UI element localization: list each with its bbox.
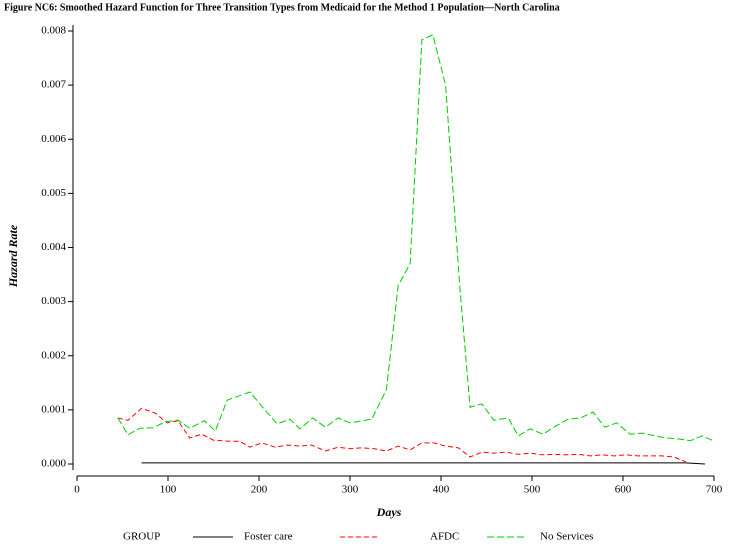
- series-line: [141, 462, 705, 465]
- x-tick-label: 200: [251, 484, 268, 496]
- series-line: [117, 34, 713, 442]
- x-tick-label: 600: [615, 484, 632, 496]
- y-tick-label: 0.003: [41, 295, 66, 307]
- x-tick-label: 500: [524, 484, 541, 496]
- y-axis-label: Hazard Rate: [6, 224, 20, 288]
- legend-label: Foster care: [244, 531, 293, 543]
- x-axis-label: Days: [376, 505, 402, 519]
- x-tick-label: 700: [706, 484, 723, 496]
- y-tick-label: 0.001: [41, 403, 66, 415]
- y-tick-label: 0.005: [41, 187, 66, 199]
- y-tick-label: 0.004: [41, 241, 66, 253]
- y-tick-label: 0.006: [41, 133, 66, 145]
- legend-label: AFDC: [430, 531, 459, 543]
- y-tick-label: 0.007: [41, 79, 66, 91]
- chart-title: Figure NC6: Smoothed Hazard Function for…: [4, 2, 560, 13]
- y-tick-label: 0.002: [41, 349, 66, 361]
- legend-label: No Services: [540, 531, 593, 543]
- x-tick-label: 0: [74, 484, 80, 496]
- x-tick-label: 300: [342, 484, 359, 496]
- y-tick-label: 0.008: [41, 25, 66, 37]
- x-tick-label: 100: [160, 484, 177, 496]
- series-line: [117, 407, 686, 463]
- x-tick-label: 400: [433, 484, 450, 496]
- legend-title: GROUP: [123, 531, 160, 543]
- y-tick-label: 0.000: [41, 458, 66, 470]
